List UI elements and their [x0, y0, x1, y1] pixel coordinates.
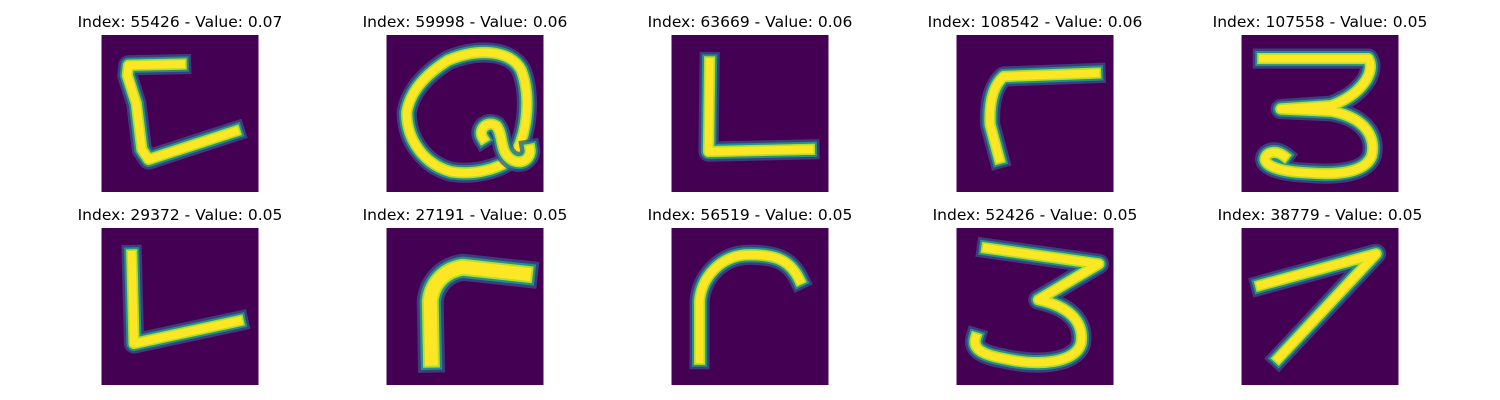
glyph-stroke [123, 60, 240, 164]
glyph-stroke [695, 250, 805, 364]
image-panel-8: Index: 56519 - Value: 0.05 [630, 205, 870, 385]
digit-image-q-loop [386, 35, 544, 192]
panel-title: Index: 38779 - Value: 0.05 [1217, 206, 1423, 224]
digit-image-3-bold [956, 228, 1114, 385]
glyph-stroke [986, 69, 1100, 164]
panel-title: Index: 63669 - Value: 0.06 [647, 13, 853, 31]
image-panel-9: Index: 52426 - Value: 0.05 [915, 205, 1155, 385]
glyph-stroke [971, 243, 1103, 367]
panel-title: Index: 55426 - Value: 0.07 [77, 13, 283, 31]
panel-title: Index: 108542 - Value: 0.06 [927, 13, 1143, 31]
panel-title: Index: 52426 - Value: 0.05 [932, 206, 1138, 224]
digit-image-gamma [956, 35, 1114, 192]
digit-image-r-arch [671, 228, 829, 385]
panel-title: Index: 59998 - Value: 0.06 [362, 13, 568, 31]
image-panel-6: Index: 29372 - Value: 0.05 [60, 205, 300, 385]
image-panel-2: Index: 59998 - Value: 0.06 [345, 12, 585, 192]
glyph-stroke [477, 120, 535, 166]
image-panel-1: Index: 55426 - Value: 0.07 [60, 12, 300, 192]
digit-image-l [671, 35, 829, 192]
glyph-stroke [1255, 249, 1380, 364]
digit-image-r-thick [386, 228, 544, 385]
panel-title: Index: 27191 - Value: 0.05 [362, 206, 568, 224]
image-panel-10: Index: 38779 - Value: 0.05 [1200, 205, 1440, 385]
digit-image-bracket-c [101, 35, 259, 192]
panel-title: Index: 29372 - Value: 0.05 [77, 206, 283, 224]
glyph-stroke [423, 260, 532, 366]
digit-image-l-slant [101, 228, 259, 385]
panel-title: Index: 107558 - Value: 0.05 [1212, 13, 1428, 31]
glyph-stroke [127, 250, 243, 348]
digit-image-7 [1241, 228, 1399, 385]
glyph-stroke [704, 57, 814, 156]
image-panel-5: Index: 107558 - Value: 0.05 [1200, 12, 1440, 192]
panel-title: Index: 56519 - Value: 0.05 [647, 206, 853, 224]
image-panel-3: Index: 63669 - Value: 0.06 [630, 12, 870, 192]
glyph-stroke [1258, 54, 1377, 178]
digit-image-3 [1241, 35, 1399, 192]
image-panel-4: Index: 108542 - Value: 0.06 [915, 12, 1155, 192]
glyph-stroke [402, 48, 531, 177]
image-panel-7: Index: 27191 - Value: 0.05 [345, 205, 585, 385]
